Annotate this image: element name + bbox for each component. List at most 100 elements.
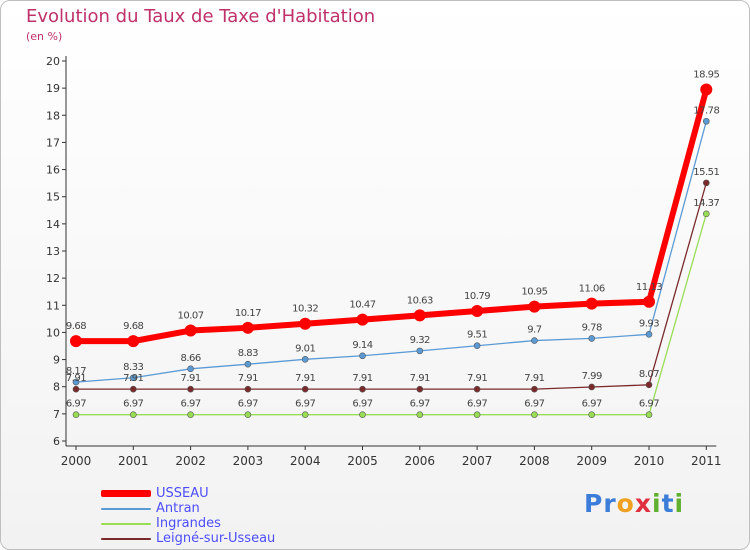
data-label: 9.68 [66,321,86,332]
data-point [299,317,312,330]
data-point [645,381,653,389]
data-label: 10.32 [292,304,318,315]
data-label: 6.97 [352,399,372,410]
data-point [301,411,309,418]
logo-letter: P [584,489,604,518]
x-tick-label: 2000 [61,454,92,468]
logo-letter: o [616,489,635,518]
data-label: 6.97 [524,399,544,410]
y-tick-label: 20 [46,55,60,68]
legend-label: Ingrandes [156,515,221,531]
data-point [473,342,481,350]
data-point [473,385,481,393]
legend-item: USSEAU [101,486,275,501]
data-point [585,297,598,310]
series-line-ingrandes [75,213,707,416]
data-point [130,374,137,382]
data-point [241,321,254,334]
x-tick-label: 2007 [462,454,493,468]
data-label: 7.91 [410,373,430,384]
data-point [416,347,424,355]
logo-letter: i [674,489,685,518]
proxiti-logo: Proxiti [584,489,684,518]
data-point [244,411,252,418]
data-label: 6.97 [123,399,143,410]
legend-label: Antran [156,500,200,516]
data-point [301,355,309,363]
data-point [416,411,424,418]
data-label: 9.78 [582,322,602,333]
data-point [528,300,541,313]
data-point [184,324,197,337]
data-label: 6.97 [467,399,487,410]
y-tick-label: 17 [46,136,60,149]
x-tick-label: 2009 [576,454,607,468]
data-point [588,383,596,391]
data-label: 6.97 [238,399,258,410]
logo-letter: r [603,489,617,518]
data-label: 15.51 [693,167,719,178]
data-label: 7.91 [66,373,86,384]
data-point [588,411,596,418]
y-tick-label: 19 [46,82,60,95]
data-label: 7.91 [524,373,544,384]
data-point [72,385,80,393]
y-tick-label: 10 [46,326,60,339]
data-label: 10.63 [407,295,433,306]
x-tick-label: 2001 [118,454,149,468]
data-point [531,385,538,393]
x-tick-label: 2011 [691,454,722,468]
data-point [127,335,140,348]
y-tick-label: 18 [46,109,60,122]
y-tick-label: 16 [46,164,60,177]
series-line-leign-sur-usseau [75,182,707,390]
data-point [130,411,137,418]
data-label: 6.97 [66,399,86,410]
data-label: 6.97 [639,399,659,410]
x-tick-label: 2006 [405,454,436,468]
data-point [643,295,655,308]
data-point [645,411,653,418]
x-tick-label: 2010 [634,454,665,468]
x-tick-label: 2008 [519,454,550,468]
data-label: 10.07 [178,311,204,322]
data-label: 9.14 [352,340,372,351]
y-tick-label: 8 [53,381,60,394]
data-label: 9.68 [123,321,143,332]
data-point [416,385,424,393]
y-tick-label: 12 [46,272,60,285]
data-point [70,335,82,348]
data-label: 14.37 [693,198,719,209]
x-tick-label: 2003 [233,454,264,468]
data-label: 7.91 [295,373,315,384]
data-label: 9.01 [295,343,315,354]
legend-item: Antran [101,501,275,516]
data-point [588,335,596,342]
data-label: 6.97 [180,399,200,410]
data-point [187,385,194,393]
y-tick-label: 6 [53,435,60,448]
data-point [359,385,366,393]
data-label: 8.07 [639,369,659,380]
data-label: 7.91 [467,373,487,384]
y-tick-label: 14 [46,218,60,231]
data-point [359,352,366,360]
data-label: 9.93 [639,318,659,329]
logo-letter: t [661,489,675,518]
series-line-usseau [73,86,710,345]
y-tick-label: 9 [53,354,60,367]
data-point [413,309,426,322]
x-tick-label: 2004 [290,454,321,468]
data-point [72,411,80,418]
data-point [471,304,484,317]
logo-letter: i [652,489,662,518]
y-tick-label: 13 [46,245,60,258]
data-label: 8.33 [123,362,143,373]
chart-legend: USSEAU Antran Ingrandes Leigné-sur-Usseau [101,486,275,546]
data-label: 7.91 [180,373,200,384]
data-point [356,313,369,326]
data-label: 8.66 [180,353,200,364]
x-tick-label: 2005 [347,454,378,468]
data-point [531,337,538,344]
